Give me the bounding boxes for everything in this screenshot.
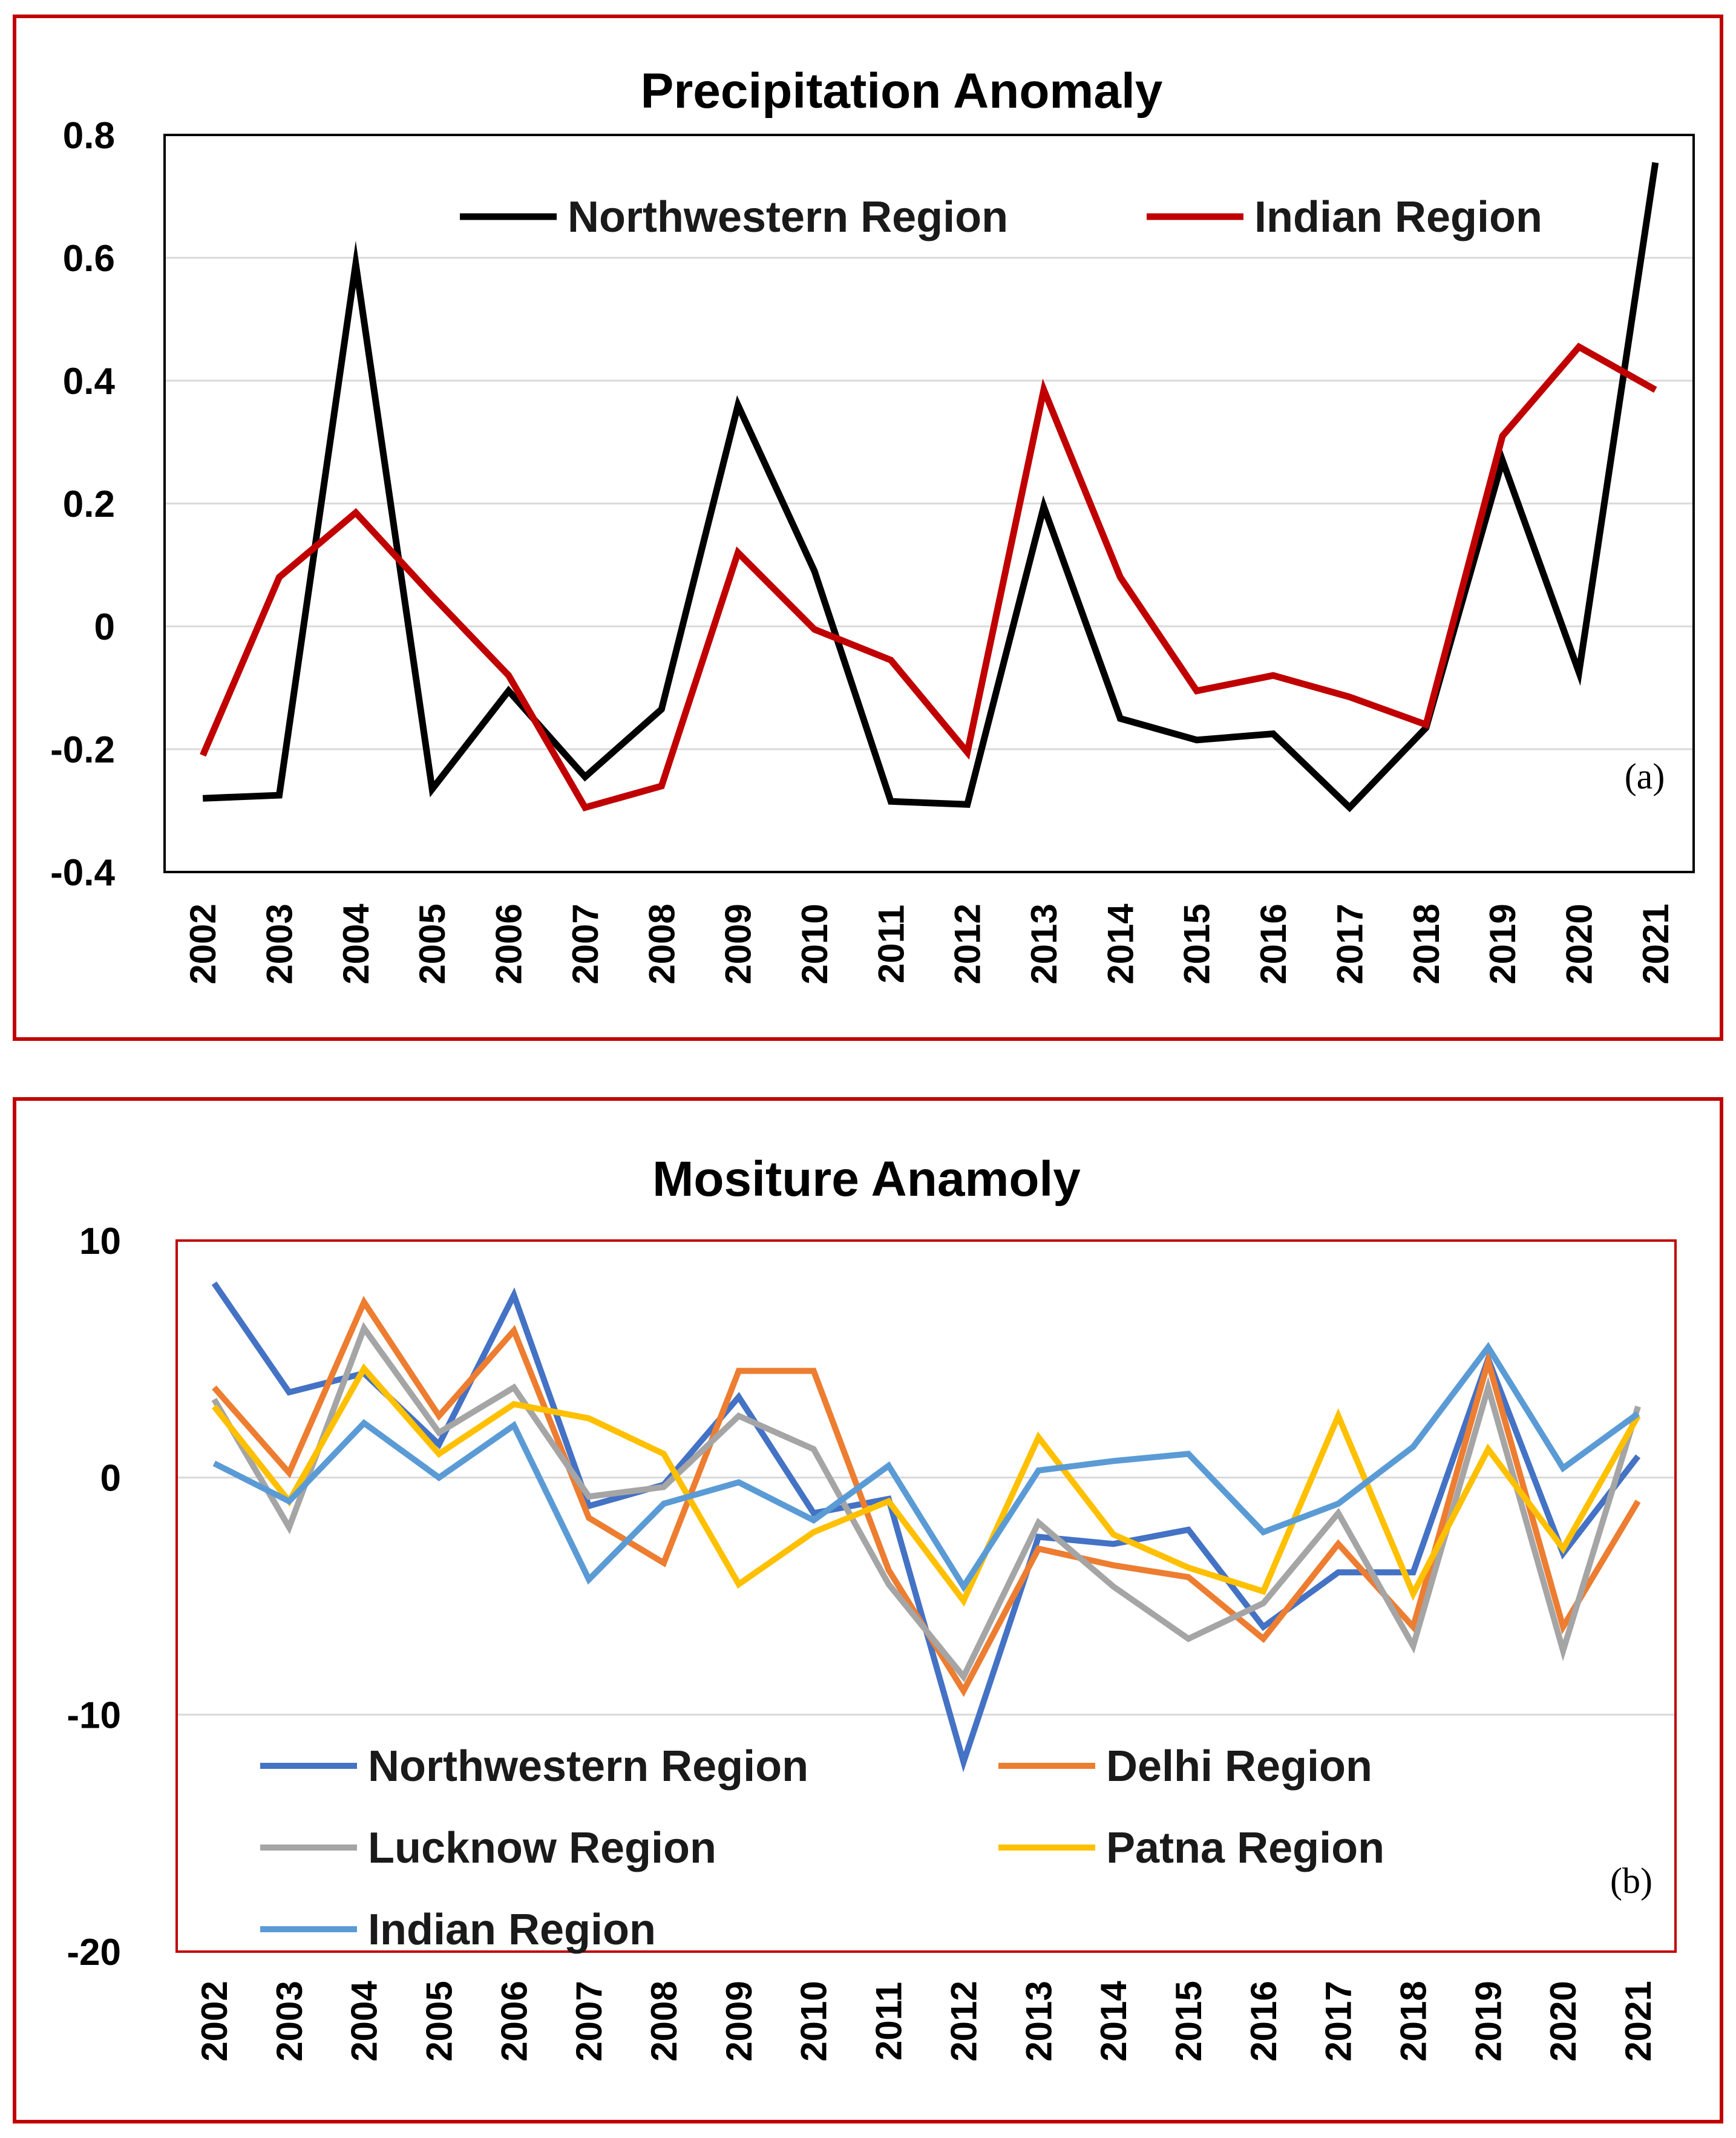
chart-a-y-tick-label: 0.8 — [63, 115, 115, 157]
chart-b-x-tick-label: 2021 — [1618, 1981, 1659, 2061]
panel-a-border — [13, 15, 1723, 1041]
chart-b-x-tick-label: 2007 — [569, 1981, 609, 2061]
chart-a-x-tick-label: 2016 — [1253, 903, 1294, 984]
chart-a-x-tick-label: 2021 — [1636, 903, 1676, 984]
chart-a-x-tick-label: 2005 — [412, 903, 453, 984]
chart-b-x-tick-label: 2006 — [494, 1981, 534, 2061]
chart-b-series-lucknow-region — [211, 1322, 1641, 1682]
chart-a-series — [200, 162, 1659, 813]
chart-b-legend-label-patna-region: Patna Region — [1106, 1824, 1384, 1872]
chart-b-legend-label-indian-region: Indian Region — [368, 1906, 656, 1954]
chart-b-x-tick-label: 2002 — [194, 1981, 235, 2061]
chart-b-x-tick-label: 2018 — [1394, 1981, 1434, 2061]
chart-a-x-tick-label: 2015 — [1177, 903, 1217, 984]
chart-b-y-ticks: -20 -10 0 10 — [67, 1221, 121, 1973]
chart-b-x-tick-label: 2012 — [943, 1981, 984, 2061]
chart-a-x-tick-label: 2003 — [260, 903, 300, 984]
chart-b-y-tick-label: -10 — [67, 1694, 121, 1736]
chart-b-x-tick-label: 2014 — [1093, 1981, 1134, 2062]
chart-a-x-tick-label: 2018 — [1406, 903, 1447, 984]
chart-a-x-tick-label: 2002 — [183, 903, 223, 984]
panel-a-precipitation: Precipitation Anomaly -0.4 -0.2 0 0.2 0.4 0.6… — [13, 15, 1723, 1041]
chart-b-series-patna-region — [211, 1363, 1641, 1607]
chart-b-plot-area — [175, 1239, 1677, 1953]
chart-a-x-tick-label: 2009 — [718, 903, 759, 984]
chart-b-x-ticks: 2002 2003 2004 2005 2006 2007 2008 2009 2010 2011… — [194, 1981, 1659, 2062]
chart-a-y-tick-label: -0.2 — [50, 729, 115, 771]
chart-a-x-tick-label: 2019 — [1482, 903, 1523, 984]
chart-a-x-tick-label: 2006 — [489, 903, 529, 984]
chart-b-x-tick-label: 2020 — [1543, 1981, 1584, 2061]
chart-a-x-tick-label: 2004 — [336, 903, 376, 985]
chart-a-x-tick-label: 2008 — [641, 903, 682, 984]
panel-b-border — [13, 1097, 1723, 2123]
chart-a-x-ticks: 2002 2003 2004 2005 2006 2007 2008 2009 2010 2011… — [183, 903, 1676, 985]
chart-a-x-tick-label: 2020 — [1559, 903, 1599, 984]
chart-b-x-tick-label: 2017 — [1318, 1981, 1359, 2061]
chart-b-x-tick-label: 2011 — [869, 1982, 909, 2061]
chart-b-gridlines — [177, 1477, 1675, 1716]
chart-a-x-tick-label: 2012 — [948, 903, 988, 984]
chart-a-y-tick-label: -0.4 — [50, 852, 115, 894]
chart-b-series-indian-region — [212, 1342, 1640, 1593]
chart-b-x-tick-label: 2004 — [344, 1981, 385, 2062]
chart-a-x-tick-label: 2011 — [871, 905, 911, 983]
chart-a-x-tick-label: 2013 — [1024, 903, 1064, 984]
chart-a-y-tick-label: 0 — [94, 606, 115, 648]
chart-a-y-tick-label: 0.2 — [63, 484, 115, 525]
chart-b-legend-label-northwestern-region: Northwestern Region — [368, 1742, 808, 1791]
chart-b-x-tick-label: 2015 — [1168, 1981, 1209, 2061]
chart-b-y-tick-label: -20 — [67, 1932, 121, 1973]
chart-b-x-tick-label: 2009 — [719, 1981, 759, 2061]
chart-b-x-tick-label: 2008 — [644, 1981, 684, 2061]
chart-b-legend-label-lucknow-region: Lucknow Region — [368, 1824, 716, 1872]
chart-a-x-tick-label: 2014 — [1100, 903, 1141, 985]
chart-b-x-tick-label: 2003 — [269, 1981, 310, 2061]
chart-b-x-tick-label: 2010 — [794, 1981, 834, 2061]
chart-a-x-tick-label: 2017 — [1329, 903, 1370, 984]
chart-b-panel-label: (b) — [1610, 1861, 1652, 1901]
chart-b-x-tick-label: 2019 — [1468, 1981, 1508, 2061]
chart-b-legend-label-delhi-region: Delhi Region — [1106, 1742, 1372, 1791]
chart-a-x-tick-label: 2007 — [565, 903, 606, 984]
chart-a-series-indian-region — [200, 343, 1657, 812]
chart-a-title: Precipitation Anomaly — [641, 64, 1163, 119]
chart-a-y-tick-label: 0.4 — [63, 361, 116, 402]
chart-a-legend: Northwestern Region Indian Region — [460, 193, 1542, 241]
chart-b-legend: Northwestern Region Delhi Region Lucknow R… — [260, 1742, 1384, 1954]
chart-b-series — [211, 1281, 1641, 1772]
chart-b-y-tick-label: 10 — [79, 1221, 121, 1262]
chart-a-x-tick-label: 2010 — [794, 903, 835, 984]
chart-a-plot-area — [163, 134, 1695, 873]
chart-a-gridlines — [165, 257, 1694, 750]
chart-a-y-ticks: -0.4 -0.2 0 0.2 0.4 0.6 0.8 — [50, 115, 115, 894]
chart-a-y-tick-label: 0.6 — [63, 238, 115, 280]
chart-a-panel-label: (a) — [1625, 756, 1665, 796]
chart-b-y-tick-label: 0 — [100, 1458, 121, 1500]
chart-a-legend-label-northwestern-region: Northwestern Region — [568, 193, 1008, 241]
chart-b-x-tick-label: 2016 — [1243, 1981, 1284, 2061]
chart-a-legend-label-indian-region: Indian Region — [1254, 193, 1542, 241]
chart-a-series-northwestern-region — [202, 162, 1659, 813]
chart-b-x-tick-label: 2005 — [419, 1981, 459, 2061]
chart-b-x-tick-label: 2013 — [1018, 1981, 1059, 2061]
chart-b-title: Mositure Anamoly — [652, 1152, 1081, 1207]
